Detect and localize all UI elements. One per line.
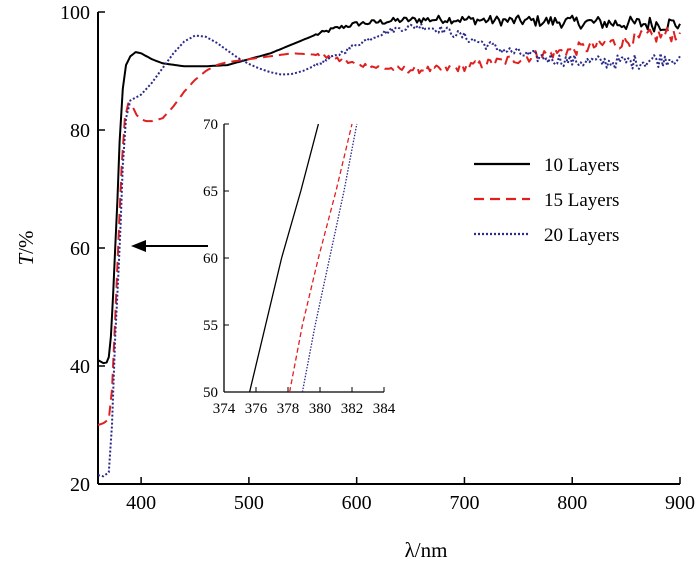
inset-y-tick-label: 70 (203, 117, 218, 133)
x-tick-label: 800 (557, 492, 587, 514)
inset-series-line-1 (248, 123, 320, 393)
y-tick-label: 20 (70, 474, 90, 496)
inset-y-tick-label: 50 (203, 385, 218, 401)
inset-axes: 374 376 378 380 382 384 50 55 60 65 70 (203, 117, 396, 417)
legend-label-2: 15 Layers (544, 190, 619, 211)
inset-x-tick-label: 376 (245, 401, 268, 417)
inset-pointer-arrow (131, 240, 208, 252)
y-tick-label: 60 (70, 238, 90, 260)
inset-x-tick-label: 378 (277, 401, 300, 417)
legend-label-1: 10 Layers (544, 155, 619, 176)
inset-series-line-2 (288, 123, 353, 393)
main-axes: 400 500 600 700 800 900 20 40 60 80 100 (60, 2, 695, 514)
x-tick-label: 600 (342, 492, 372, 514)
series-line-2 (97, 26, 681, 426)
inset-y-tick-label: 65 (203, 184, 218, 200)
x-tick-label: 500 (234, 492, 264, 514)
x-tick-label: 400 (126, 492, 156, 514)
series-line-1 (97, 14, 681, 365)
y-tick-label: 100 (60, 2, 90, 24)
arrow-head (131, 240, 146, 252)
main-series-group (97, 14, 681, 478)
y-axis-label: T/% (14, 230, 38, 265)
y-axis-label-unit: /% (14, 230, 38, 253)
legend-label-3: 20 Layers (544, 225, 619, 246)
inset-y-tick-label: 60 (203, 251, 218, 267)
y-tick-label: 40 (70, 356, 90, 378)
y-tick-label: 80 (70, 120, 90, 142)
series-line-3 (97, 23, 681, 478)
x-tick-label: 700 (449, 492, 479, 514)
inset-series-line-3 (301, 123, 358, 393)
x-axis-label: λ/nm (405, 538, 448, 562)
inset-x-tick-label: 374 (213, 401, 236, 417)
legend: 10 Layers 15 Layers 20 Layers (474, 155, 619, 246)
x-tick-label: 900 (665, 492, 695, 514)
inset-y-tick-label: 55 (203, 318, 218, 334)
inset-x-tick-label: 380 (309, 401, 332, 417)
inset-background (224, 124, 384, 392)
inset-x-tick-label: 382 (341, 401, 364, 417)
inset-x-tick-label: 384 (373, 401, 396, 417)
y-axis-label-symbol: T (14, 253, 38, 266)
inset-series-group (248, 123, 358, 393)
